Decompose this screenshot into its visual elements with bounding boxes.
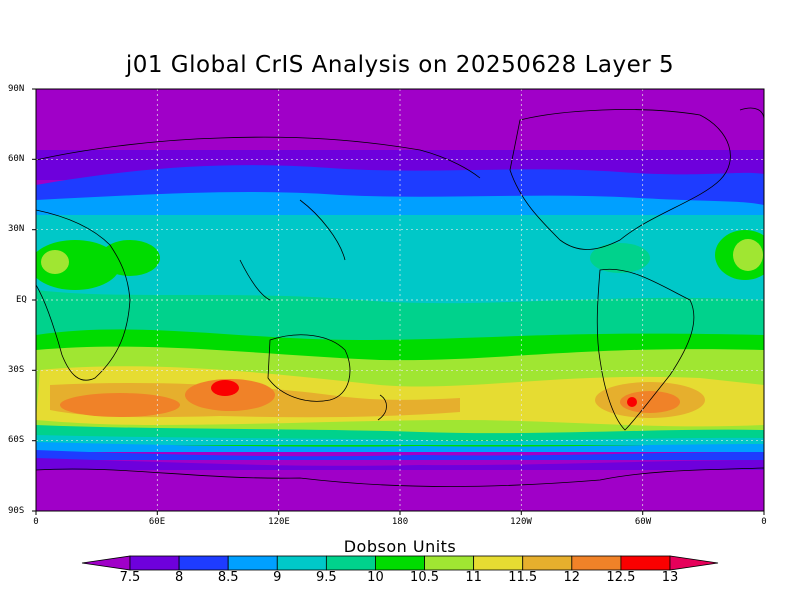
lon-label-120e: 120E <box>268 517 290 527</box>
lat-label-60n: 60N <box>8 154 25 164</box>
colorbar-tick-label: 12.5 <box>606 570 636 585</box>
colorbar-tick-label: 9 <box>273 570 282 585</box>
coast-australia <box>267 334 351 402</box>
lon-label-0-west: 0 <box>33 517 39 527</box>
colorbar-tick-label: 11 <box>465 570 482 585</box>
colorbar-swatch <box>620 555 671 571</box>
lon-label-60e: 60E <box>148 517 166 527</box>
colorbar-swatch <box>227 555 278 571</box>
colorbar-title: Dobson Units <box>343 537 457 556</box>
colorbar-tick-label: 11.5 <box>508 570 538 585</box>
axis-ticks <box>32 88 765 515</box>
colorbar-tick-label: 10.5 <box>410 570 439 585</box>
colorbar <box>81 555 719 571</box>
colorbar-swatch <box>571 555 622 571</box>
lon-label-60w: 60W <box>634 517 652 527</box>
colorbar-tick-label: 9.5 <box>316 570 337 585</box>
gridlines <box>36 89 764 511</box>
patch-atlantic-north-yellow <box>733 239 763 271</box>
lon-label-180: 180 <box>391 517 409 527</box>
colorbar-tick-label: 10 <box>367 570 384 585</box>
patch-south-orange-west <box>60 393 180 417</box>
patch-africa-north-yellowgreen <box>41 250 69 274</box>
lon-label-120w: 120W <box>510 517 532 527</box>
coast-europe-asia <box>36 136 481 301</box>
coast-new-zealand <box>377 394 387 421</box>
colorbar-swatch <box>473 555 524 571</box>
colorbar-swatch <box>424 555 475 571</box>
lat-label-90n: 90N <box>8 84 25 94</box>
colorbar-swatch <box>325 555 376 571</box>
patch-south-orange-america <box>620 391 680 413</box>
colorbar-swatch <box>178 555 229 571</box>
lat-label-60s: 60S <box>8 435 25 445</box>
colorbar-swatch <box>129 555 180 571</box>
colorbar-tick-label: 13 <box>661 570 679 585</box>
lat-label-90s: 90S <box>8 506 25 516</box>
maximum-south-atlantic <box>627 397 637 407</box>
colorbar-arrow-low <box>81 555 131 571</box>
lat-label-30n: 30N <box>8 224 25 234</box>
band-62s-blue <box>36 450 764 460</box>
colorbar-swatch <box>522 555 573 571</box>
band-tropics-seagreen <box>36 290 764 345</box>
lon-label-0-east: 0 <box>761 517 767 527</box>
colorbar-swatch <box>375 555 425 571</box>
patch-arabia <box>100 240 160 276</box>
colorbar-swatch <box>276 555 327 571</box>
page-title: j01 Global CrIS Analysis on 20250628 Lay… <box>125 52 675 78</box>
colorbar-tick-label: 8 <box>174 570 184 585</box>
band-65s-indigo <box>36 458 764 470</box>
maximum-indian-ocean <box>211 380 239 396</box>
coast-south-america <box>596 268 695 431</box>
lat-label-eq: EQ <box>16 295 27 305</box>
colorbar-tick-label: 8.5 <box>217 570 239 585</box>
band-60s-lightblue <box>36 442 764 452</box>
colorbar-tick-label: 7.5 <box>119 570 141 585</box>
colorbar-tick-label: 12 <box>563 570 581 585</box>
coast-africa <box>36 209 131 381</box>
coastlines <box>36 107 764 487</box>
band-55s-seagreen <box>36 425 764 440</box>
patch-america-central <box>590 243 650 273</box>
coast-antarctica <box>36 467 764 487</box>
colorbar-arrow-high <box>669 555 719 571</box>
lat-label-30s: 30S <box>8 365 25 375</box>
